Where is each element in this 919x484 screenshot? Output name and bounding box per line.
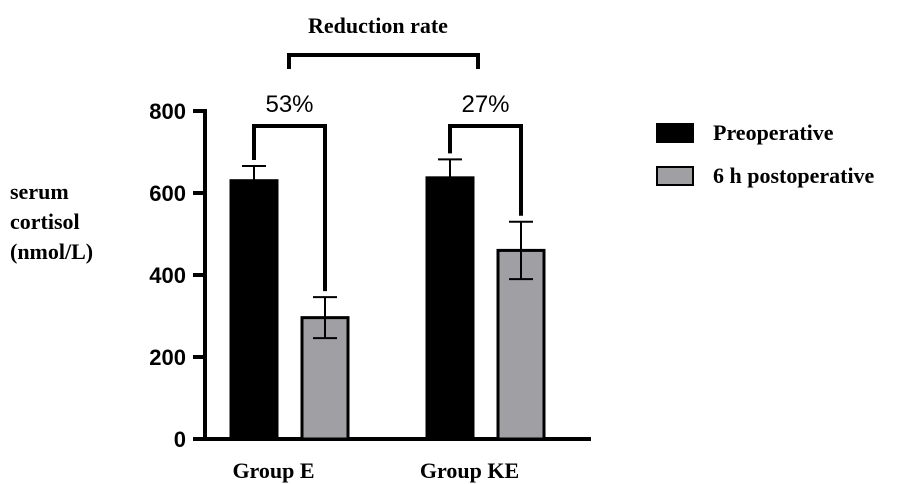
- reduction-rate-label: 53%: [265, 91, 313, 118]
- reduction-rate-label: 27%: [461, 91, 509, 118]
- legend-label: Preoperative: [713, 120, 834, 145]
- y-tick-label: 800: [149, 99, 186, 124]
- x-category-label: Group E: [232, 458, 314, 483]
- comparison-bracket: [448, 124, 523, 216]
- y-axis-label-line-2: cortisol: [10, 209, 80, 234]
- y-tick-label: 600: [149, 181, 186, 206]
- y-tick-label: 400: [149, 263, 186, 288]
- y-axis-label-line-1: serum: [10, 179, 69, 204]
- y-tick-label: 200: [149, 345, 186, 370]
- reduction-rate-bracket: [287, 53, 480, 69]
- x-category-label: Group KE: [420, 458, 519, 483]
- legend-swatch: [656, 166, 694, 186]
- legend-swatch: [656, 123, 694, 143]
- legend-label: 6 h postoperative: [713, 163, 875, 188]
- y-tick-label: 0: [174, 427, 186, 452]
- comparison-bracket: [252, 124, 327, 292]
- y-axis-label-line-3: (nmol/L): [10, 239, 93, 264]
- bar: [496, 248, 546, 441]
- bar: [229, 179, 279, 441]
- chart-title: Reduction rate: [308, 13, 448, 38]
- bar: [425, 176, 475, 441]
